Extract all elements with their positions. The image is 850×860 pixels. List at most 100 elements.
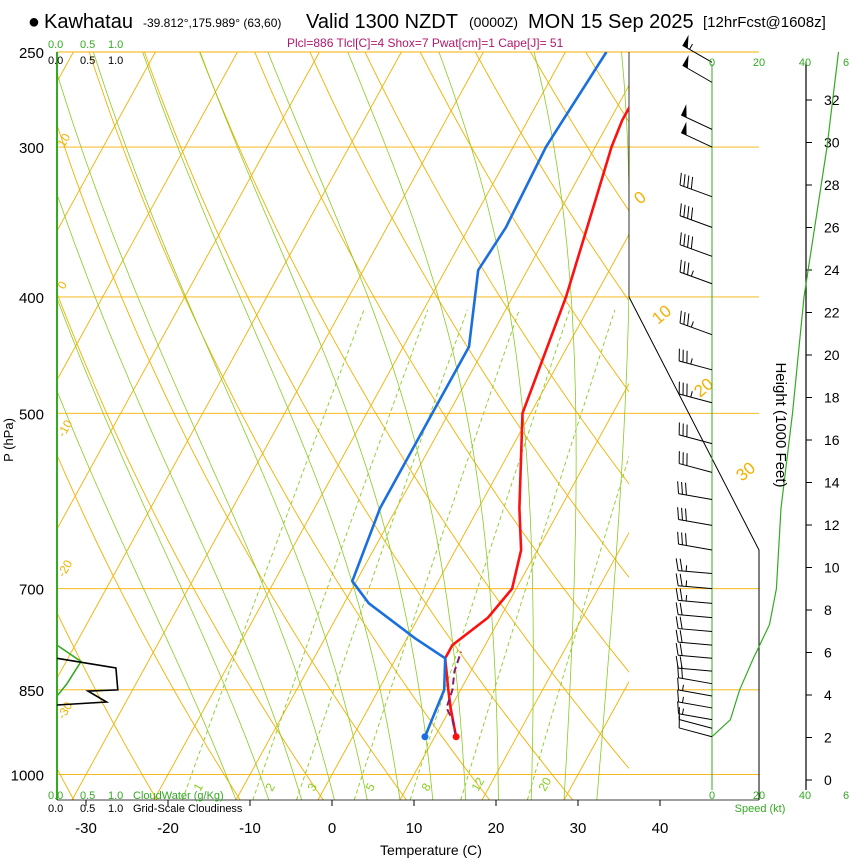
wind-barb xyxy=(678,422,713,445)
dewpoint-profile-line xyxy=(350,52,608,738)
wind-barb-staff xyxy=(679,215,713,228)
wind-barb-half-flag xyxy=(681,684,684,691)
top-black-scale-2: 1.0 xyxy=(108,55,123,67)
wind-barb-flag xyxy=(681,532,683,545)
wind-barb-flag xyxy=(687,206,690,219)
isotherm-line xyxy=(57,52,320,531)
height-tick-label: 26 xyxy=(824,220,840,236)
top-green-scale-2: 1.0 xyxy=(108,39,123,51)
top-green-scale-0: 0.0 xyxy=(48,39,63,51)
wind-barb-staff xyxy=(678,654,713,659)
wind-barb xyxy=(677,689,713,709)
temperature-tick-label: 20 xyxy=(488,820,505,837)
dry-adiabat-line xyxy=(57,453,241,800)
wind-barb xyxy=(677,481,713,501)
top-black-scale-1: 0.5 xyxy=(80,55,95,67)
wind-barb-flag xyxy=(677,689,680,703)
top-green-scale-1: 0.5 xyxy=(80,39,95,51)
wind-barb xyxy=(675,558,713,575)
wind-barb-flag xyxy=(685,533,687,546)
isotherm-line xyxy=(481,531,629,800)
dry-adiabat-line xyxy=(309,52,629,578)
speed-bottom-tick-3: 6 xyxy=(843,790,849,802)
isotherm-line xyxy=(57,52,156,232)
speed-bottom-tick-2: 40 xyxy=(799,790,811,802)
wind-barb-flag xyxy=(687,235,690,248)
height-tick-label: 4 xyxy=(824,687,832,703)
speed-top-tick-1: 20 xyxy=(753,57,765,69)
moist-adiabat-line xyxy=(57,192,302,800)
wind-barb-flag xyxy=(683,233,686,247)
mixing-ratio-label: 20 xyxy=(535,775,554,794)
wind-barb-flag xyxy=(685,508,687,521)
height-tick-label: 14 xyxy=(824,475,840,491)
wind-barb xyxy=(675,629,713,646)
pressure-tick-label: 1000 xyxy=(11,768,44,785)
wind-barb-flag xyxy=(690,207,694,220)
valid-zulu: (0000Z) xyxy=(469,14,518,30)
wind-barb-flag xyxy=(687,175,690,188)
wind-barb-staff xyxy=(679,244,713,257)
wind-barb-staff xyxy=(679,360,713,371)
wind-barb-half-flag xyxy=(690,270,694,277)
mixing-ratio-line xyxy=(181,309,365,800)
wind-barb xyxy=(677,677,713,697)
wind-barb-half-flag xyxy=(689,43,693,50)
wind-barb-staff xyxy=(679,271,713,285)
moist-adiabat-line xyxy=(199,52,434,800)
wind-barb-flag xyxy=(675,616,679,629)
dry-adiabat-line xyxy=(254,52,629,673)
wind-barb-staff xyxy=(678,701,713,709)
temperature-tick-label: -10 xyxy=(239,820,261,837)
temperature-tick-label: 0 xyxy=(328,820,336,837)
wind-barb-flag xyxy=(681,666,683,679)
wind-barb-staff xyxy=(678,543,713,551)
wind-barb-pennant xyxy=(681,104,687,118)
wind-barb-half-flag xyxy=(690,321,694,328)
wind-barb xyxy=(679,310,713,336)
y-axis-title: P (hPa) xyxy=(1,418,16,462)
wind-barb-flag xyxy=(675,588,679,601)
moist-adiabat-line xyxy=(596,52,629,800)
height-axis-title: Height (1000 Feet) xyxy=(772,362,789,487)
wind-barb-flag xyxy=(679,259,682,273)
moist-adiabat-line xyxy=(438,52,534,800)
station-name: Kawhatau xyxy=(44,11,133,33)
moist-adiabat-line xyxy=(57,297,270,800)
temperature-tick-label: -20 xyxy=(157,820,179,837)
pressure-tick-label: 850 xyxy=(19,683,44,700)
wind-barb xyxy=(678,451,713,473)
wind-barb xyxy=(677,531,713,551)
x-axis-title: Temperature (C) xyxy=(380,842,482,858)
height-tick-label: 8 xyxy=(824,602,832,618)
wind-barb-flag xyxy=(683,174,686,187)
wind-barb-staff xyxy=(682,64,713,83)
mixing-ratio-line xyxy=(526,455,629,800)
moist-adiabat-line xyxy=(142,52,401,800)
bottom-black-scale-0: 0.0 xyxy=(48,803,63,815)
wind-barb-half-flag xyxy=(690,391,693,398)
wind-barb-flag xyxy=(679,602,683,616)
speed-top-tick-2: 40 xyxy=(799,57,811,69)
wind-barb-flag xyxy=(677,507,680,520)
wind-panel-boundary xyxy=(628,296,760,800)
wind-barb-staff xyxy=(679,322,713,336)
wind-barb-flag xyxy=(683,261,686,274)
wind-barb-staff xyxy=(678,519,713,526)
height-tick-label: 22 xyxy=(824,305,840,321)
dry-adiabat-line xyxy=(57,292,324,800)
wind-barb xyxy=(675,588,713,604)
wind-barb-flag xyxy=(679,616,683,629)
height-tick-label: 28 xyxy=(824,177,840,193)
dry-adiabat-line xyxy=(199,52,629,770)
dry-adiabat-line xyxy=(364,52,629,485)
temperature-tick-label: 30 xyxy=(570,820,587,837)
moist-adiabat-line xyxy=(57,389,237,800)
wind-barb-flag xyxy=(675,602,679,615)
wind-barb-half-flag xyxy=(685,595,688,602)
parcel-path-line xyxy=(445,651,463,737)
wind-barb-half-flag xyxy=(685,565,688,572)
wind-barb-flag xyxy=(681,507,683,521)
wind-barb xyxy=(682,54,713,83)
